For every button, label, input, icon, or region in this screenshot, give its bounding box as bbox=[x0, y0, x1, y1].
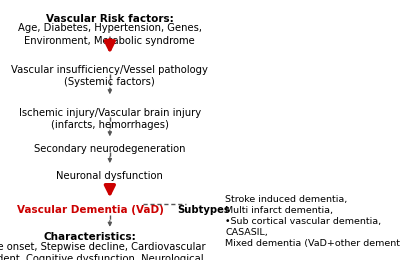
Text: Vascular Dementia (VaD): Vascular Dementia (VaD) bbox=[17, 205, 164, 215]
Text: Vascular Risk factors:: Vascular Risk factors: bbox=[46, 14, 174, 24]
Text: Characteristics:: Characteristics: bbox=[44, 232, 137, 242]
Text: Subtypes: Subtypes bbox=[177, 205, 230, 215]
Text: Vascular insufficiency/Vessel pathology
(Systemic factors): Vascular insufficiency/Vessel pathology … bbox=[12, 65, 208, 87]
Text: Neuronal dysfunction: Neuronal dysfunction bbox=[56, 171, 163, 181]
Text: Ischemic injury/Vascular brain injury
(infarcts, hemorrhages): Ischemic injury/Vascular brain injury (i… bbox=[19, 108, 201, 130]
Text: Age, Diabetes, Hypertension, Genes,
Environment, Metabolic syndrome: Age, Diabetes, Hypertension, Genes, Envi… bbox=[18, 23, 202, 46]
Text: Stroke induced dementia,
Multi infarct dementia,
•Sub cortical vascular dementia: Stroke induced dementia, Multi infarct d… bbox=[226, 195, 400, 248]
Text: Secondary neurodegeneration: Secondary neurodegeneration bbox=[34, 144, 186, 154]
Text: Acute onset, Stepwise decline, Cardiovascular
accident, Cognitive dysfunction, N: Acute onset, Stepwise decline, Cardiovas… bbox=[0, 242, 206, 260]
